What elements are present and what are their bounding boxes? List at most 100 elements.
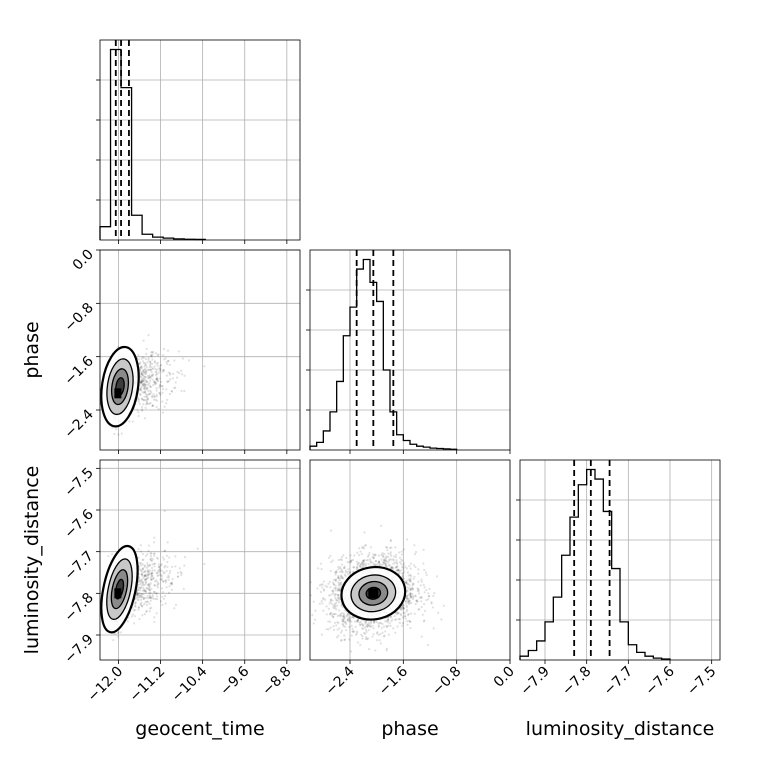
y-axis-label-phase: phase xyxy=(21,321,43,378)
scatter-point xyxy=(338,601,340,603)
scatter-point xyxy=(353,554,355,556)
scatter-point xyxy=(146,366,148,368)
scatter-point xyxy=(182,358,184,360)
scatter-point xyxy=(338,627,340,629)
scatter-point xyxy=(148,402,150,404)
scatter-point xyxy=(154,569,156,571)
scatter-point xyxy=(332,616,334,618)
scatter-point xyxy=(142,587,144,589)
scatter-point xyxy=(169,570,171,572)
scatter-point xyxy=(347,620,349,622)
scatter-point xyxy=(150,600,152,602)
scatter-point xyxy=(421,581,423,583)
xtick-label: −7.5 xyxy=(684,664,719,699)
scatter-point xyxy=(160,563,162,565)
scatter-point xyxy=(150,588,152,590)
scatter-point xyxy=(338,609,340,611)
scatter-point xyxy=(140,381,142,383)
scatter-point xyxy=(409,592,411,594)
scatter-point xyxy=(155,352,157,354)
scatter-point xyxy=(319,603,321,605)
scatter-point xyxy=(320,568,322,570)
scatter-point xyxy=(139,568,141,570)
scatter-point xyxy=(145,384,147,386)
scatter-point xyxy=(158,563,160,565)
scatter-point xyxy=(148,596,150,598)
scatter-point xyxy=(415,603,417,605)
scatter-point xyxy=(358,554,360,556)
scatter-point xyxy=(401,553,403,555)
scatter-point xyxy=(368,563,370,565)
scatter-point xyxy=(137,596,139,598)
scatter-point xyxy=(150,559,152,561)
scatter-point xyxy=(157,575,159,577)
scatter-point xyxy=(342,571,344,573)
scatter-point xyxy=(437,612,439,614)
scatter-point xyxy=(327,583,329,585)
ytick-label: −2.4 xyxy=(61,406,96,441)
scatter-point xyxy=(166,566,168,568)
scatter-point xyxy=(139,403,141,405)
scatter-point xyxy=(406,580,408,582)
scatter-point xyxy=(361,638,363,640)
scatter-point xyxy=(156,395,158,397)
scatter-point xyxy=(134,609,136,611)
scatter-point xyxy=(146,601,148,603)
scatter-point xyxy=(155,374,157,376)
scatter-point xyxy=(180,390,182,392)
scatter-point xyxy=(395,554,397,556)
scatter-point xyxy=(400,614,402,616)
scatter-point xyxy=(121,433,123,435)
scatter-point xyxy=(153,616,155,618)
scatter-point xyxy=(403,548,405,550)
scatter-point xyxy=(133,622,135,624)
scatter-point xyxy=(413,576,415,578)
scatter-point xyxy=(178,372,180,374)
scatter-point xyxy=(147,377,149,379)
scatter-point xyxy=(169,378,171,380)
scatter-point xyxy=(333,607,335,609)
ytick-label: −7.7 xyxy=(61,548,96,583)
scatter-point xyxy=(329,613,331,615)
scatter-point xyxy=(408,603,410,605)
panel-joint-geocent_time-luminosity_distance: −12.0−11.2−10.4−9.6−8.8−7.9−7.8−7.7−7.6−… xyxy=(61,460,300,705)
scatter-point xyxy=(112,639,114,641)
scatter-point xyxy=(177,572,179,574)
scatter-point xyxy=(167,541,169,543)
scatter-point xyxy=(142,577,144,579)
scatter-point xyxy=(173,359,175,361)
scatter-point xyxy=(153,555,155,557)
scatter-point xyxy=(337,577,339,579)
scatter-point xyxy=(152,384,154,386)
scatter-point xyxy=(144,583,146,585)
scatter-point xyxy=(410,594,412,596)
scatter-point xyxy=(156,572,158,574)
xtick-label: −10.4 xyxy=(169,663,211,705)
scatter-point xyxy=(184,375,186,377)
scatter-point xyxy=(164,603,166,605)
scatter-point xyxy=(169,374,171,376)
scatter-point xyxy=(140,564,142,566)
scatter-point xyxy=(433,627,435,629)
scatter-point xyxy=(402,616,404,618)
scatter-point xyxy=(406,606,408,608)
scatter-point xyxy=(143,598,145,600)
scatter-point xyxy=(149,552,151,554)
scatter-point xyxy=(153,365,155,367)
scatter-point xyxy=(411,584,413,586)
scatter-point xyxy=(341,569,343,571)
scatter-point xyxy=(145,353,147,355)
ytick-label: −1.6 xyxy=(61,353,96,388)
scatter-point xyxy=(164,510,166,512)
scatter-point xyxy=(406,586,408,588)
scatter-point xyxy=(406,624,408,626)
scatter-point xyxy=(415,595,417,597)
scatter-point xyxy=(331,590,333,592)
scatter-point xyxy=(144,613,146,615)
scatter-point xyxy=(333,584,335,586)
scatter-point xyxy=(149,363,151,365)
scatter-point xyxy=(350,650,352,652)
scatter-point xyxy=(152,594,154,596)
scatter-point xyxy=(117,635,119,637)
